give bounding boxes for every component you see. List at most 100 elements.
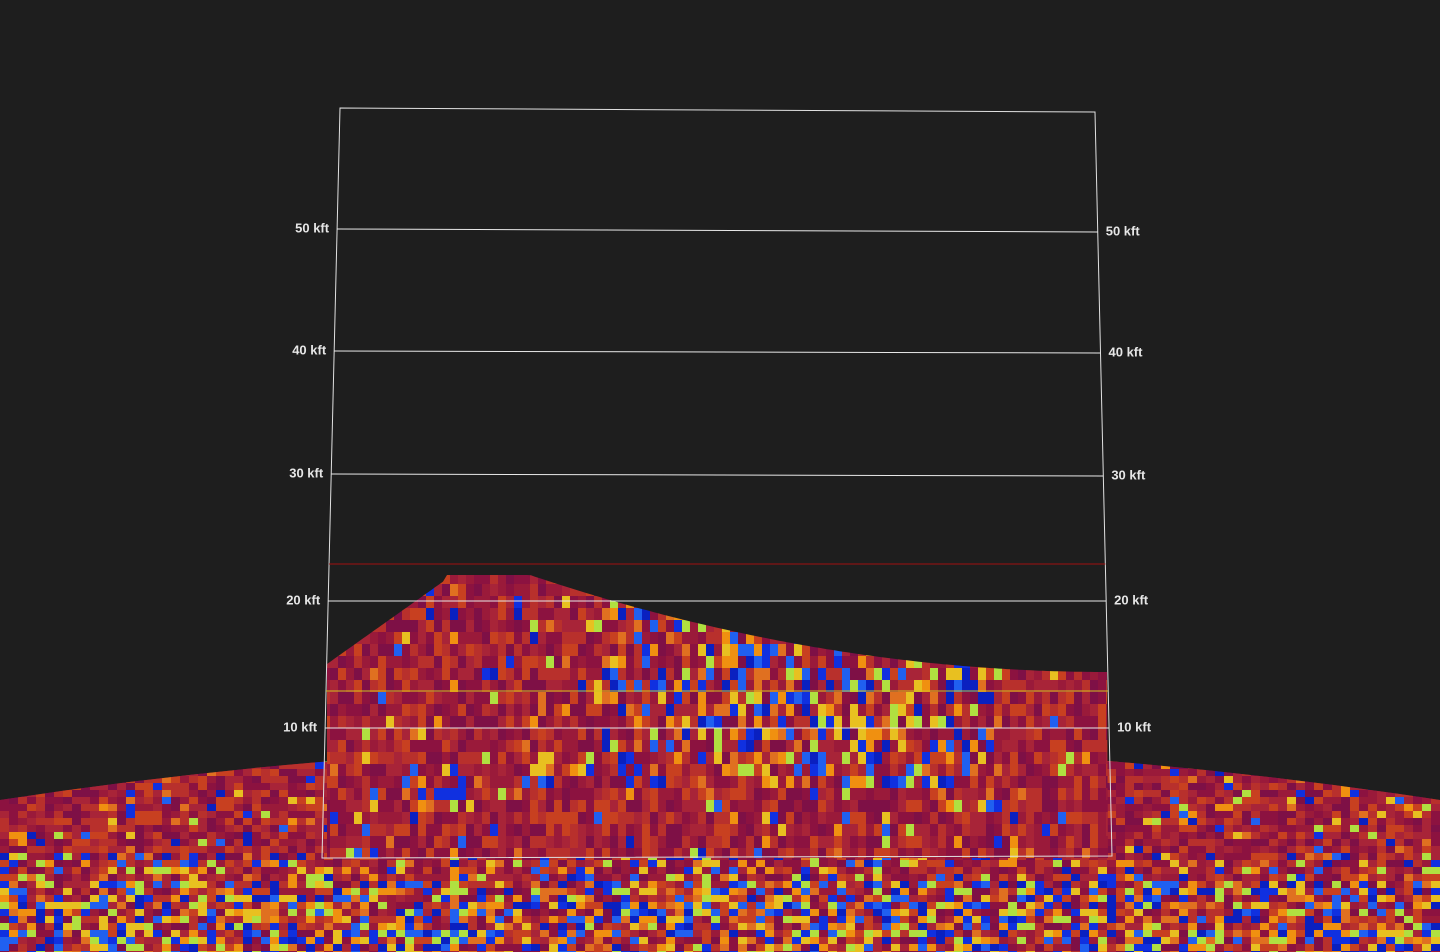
ground-cell [135,881,144,888]
ground-cell [126,860,135,867]
ground-cell [441,860,450,867]
ground-cell [1089,874,1098,881]
ground-cell [63,811,72,818]
ground-cell [99,937,108,944]
ground-cell [297,874,306,881]
ground-cell [684,916,693,923]
ground-cell [891,923,900,930]
ground-cell [1089,881,1098,888]
ground-cell [1422,839,1431,846]
ground-cell [549,888,558,895]
ground-cell [1314,790,1323,797]
ground-cell [144,930,153,937]
ground-cell [1377,853,1386,860]
ground-cell [1098,902,1107,909]
ground-cell [234,839,243,846]
ground-cell [567,909,576,916]
ground-cell [261,776,270,783]
ground-cell [1386,909,1395,916]
ground-cell [1296,846,1305,853]
ground-cell [963,860,972,867]
ground-cell [999,874,1008,881]
ground-cell [135,902,144,909]
ground-cell [1188,790,1197,797]
ground-cell [972,923,981,930]
ground-cell [810,909,819,916]
ground-cell [1179,930,1188,937]
ground-cell [0,930,9,937]
ground-cell [234,930,243,937]
ground-cell [90,860,99,867]
ground-cell [1224,818,1233,825]
ground-cell [486,916,495,923]
ground-cell [171,923,180,930]
ground-cell [72,916,81,923]
ground-cell [270,923,279,930]
ground-cell [396,902,405,909]
ground-cell [1206,867,1215,874]
ground-cell [189,832,198,839]
ground-cell [1188,881,1197,888]
ground-cell [1269,916,1278,923]
ground-cell [1143,923,1152,930]
ground-cell [1395,797,1404,804]
ground-cell [549,923,558,930]
ground-cell [414,881,423,888]
ground-cell [270,846,279,853]
ground-cell [270,937,279,944]
ground-cell [684,888,693,895]
ground-cell [1323,881,1332,888]
ground-cell [126,916,135,923]
ground-cell [1251,797,1260,804]
ground-cell [99,825,108,832]
ground-cell [621,909,630,916]
ground-cell [72,937,81,944]
ground-cell [342,923,351,930]
ground-cell [756,881,765,888]
ground-cell [828,867,837,874]
ground-cell [1368,930,1377,937]
ground-cell [1116,769,1125,776]
ground-cell [972,895,981,902]
ground-cell [351,888,360,895]
ground-cell [504,923,513,930]
ground-cell [90,790,99,797]
ground-cell [1098,888,1107,895]
ground-cell [1386,881,1395,888]
ground-cell [306,853,315,860]
ground-cell [153,888,162,895]
ground-cell [585,902,594,909]
ground-cell [189,937,198,944]
ground-cell [900,916,909,923]
ground-cell [1278,811,1287,818]
ground-cell [486,888,495,895]
ground-cell [387,881,396,888]
ground-cell [207,832,216,839]
ground-cell [135,895,144,902]
ground-cell [306,937,315,944]
ground-cell [945,860,954,867]
ground-cell [1278,867,1287,874]
ground-cell [657,902,666,909]
ground-cell [315,916,324,923]
ground-cell [1206,832,1215,839]
ground-cell [72,909,81,916]
ground-cell [297,811,306,818]
ground-cell [1305,923,1314,930]
ground-cell [891,874,900,881]
ground-cell [252,804,261,811]
ground-cell [270,888,279,895]
ground-cell [1386,902,1395,909]
ground-cell [1116,923,1125,930]
ground-cell [1224,839,1233,846]
ground-cell [1026,895,1035,902]
ground-cell [243,790,252,797]
ground-cell [1422,867,1431,874]
ground-cell [207,937,216,944]
ground-cell [765,923,774,930]
ground-cell [855,881,864,888]
ground-cell [1296,923,1305,930]
ground-cell [1422,846,1431,853]
ground-cell [342,930,351,937]
ground-cell [666,867,675,874]
